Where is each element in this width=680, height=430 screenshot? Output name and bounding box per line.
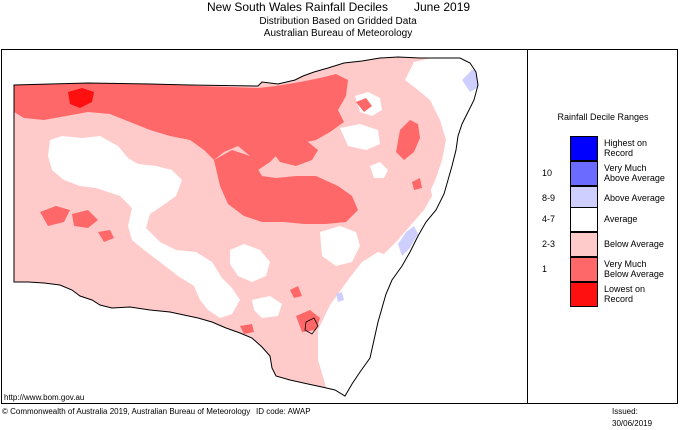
legend-code: 2-3 [542, 239, 556, 249]
legend-item-very-much-above: 10 Very Much Above Average [528, 161, 678, 187]
legend-label: Very Much Above Average [604, 163, 665, 183]
legend-label: Highest on Record [604, 138, 648, 158]
map-title: New South Wales Rainfall Deciles [207, 0, 388, 14]
legend-item-above-average: 8-9 Above Average [528, 186, 678, 212]
legend-code: 4-7 [542, 214, 556, 224]
legend-item-average: 4-7 Average [528, 207, 678, 233]
legend-divider [527, 49, 528, 404]
legend-item-highest-on-record: Highest on Record [528, 136, 678, 162]
map-title-bar: New South Wales Rainfall Deciles June 20… [0, 0, 680, 14]
legend-label: Above Average [604, 193, 665, 203]
map-subtitle: Distribution Based on Gridded Data Austr… [0, 16, 676, 40]
subtitle-line-1: Distribution Based on Gridded Data [259, 16, 417, 27]
legend-swatch [570, 161, 598, 186]
legend-item-very-much-below: 1 Very Much Below Average [528, 257, 678, 283]
legend-swatch [570, 232, 598, 257]
id-code: ID code: AWAP [256, 407, 311, 416]
legend-code: 8-9 [542, 193, 556, 203]
source-url[interactable]: http://www.bom.gov.au [4, 393, 85, 402]
legend-label: Very Much Below Average [604, 259, 664, 279]
nsw-decile-map [13, 56, 479, 397]
legend-swatch [570, 282, 598, 307]
subtitle-line-2: Australian Bureau of Meteorology [263, 28, 413, 39]
legend-label: Lowest on Record [604, 284, 646, 304]
legend-code: 1 [542, 264, 548, 274]
legend-swatch [570, 207, 598, 232]
legend-title: Rainfall Decile Ranges [557, 112, 649, 122]
footer-bar: © Commonwealth of Australia 2019, Austra… [0, 406, 680, 428]
legend-item-below-average: 2-3 Below Average [528, 232, 678, 258]
map-period: June 2019 [414, 0, 471, 14]
legend-swatch [570, 136, 598, 161]
legend-code: 10 [542, 168, 553, 178]
legend-label: Below Average [604, 239, 664, 249]
issued-date: Issued: 30/06/2019 [612, 407, 653, 428]
legend-swatch [570, 257, 598, 282]
copyright-text: © Commonwealth of Australia 2019, Austra… [2, 407, 251, 416]
map-frame [1, 49, 678, 404]
legend-item-lowest-on-record: Lowest on Record [528, 282, 678, 308]
legend-label: Average [604, 214, 638, 224]
